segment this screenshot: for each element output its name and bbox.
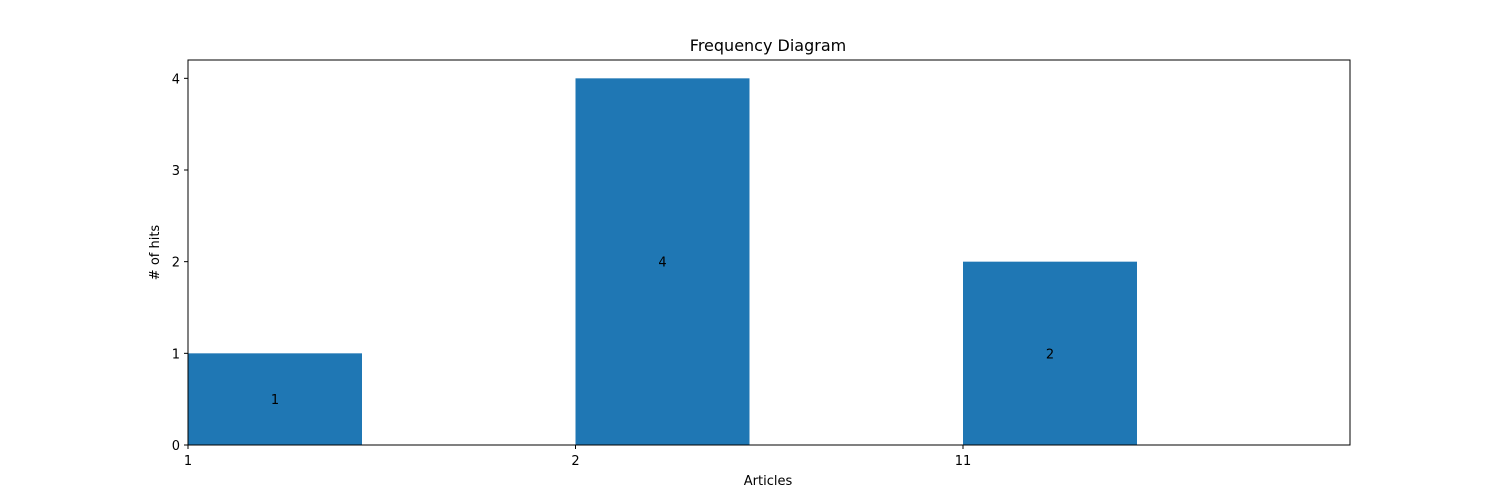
x-axis-label: Articles (744, 474, 793, 489)
y-tick-label: 0 (172, 439, 180, 454)
x-axis-ticks: 1 2 11 (184, 445, 971, 469)
bar-labels-group: 1 4 2 (271, 256, 1054, 409)
x-tick-label: 2 (571, 454, 579, 469)
x-tick-label: 11 (955, 454, 972, 469)
x-tick-label: 1 (184, 454, 192, 469)
y-axis-label: # of hits (148, 225, 163, 281)
y-tick-label: 2 (172, 256, 180, 271)
plot-area-frame (187, 59, 1351, 446)
y-axis-ticks: 0 1 2 3 4 (172, 72, 188, 454)
bars-group (188, 78, 1137, 445)
bar-value-label: 1 (271, 393, 279, 408)
y-tick-label: 4 (172, 72, 180, 87)
y-tick-label: 1 (172, 347, 180, 362)
bar-2 (575, 78, 750, 445)
y-tick-label: 3 (172, 164, 180, 179)
bar-value-label: 2 (1046, 347, 1054, 362)
bar-11 (963, 261, 1137, 445)
chart-title: Frequency Diagram (690, 36, 846, 55)
bar-1 (188, 353, 362, 445)
bar-value-label: 4 (658, 256, 666, 271)
